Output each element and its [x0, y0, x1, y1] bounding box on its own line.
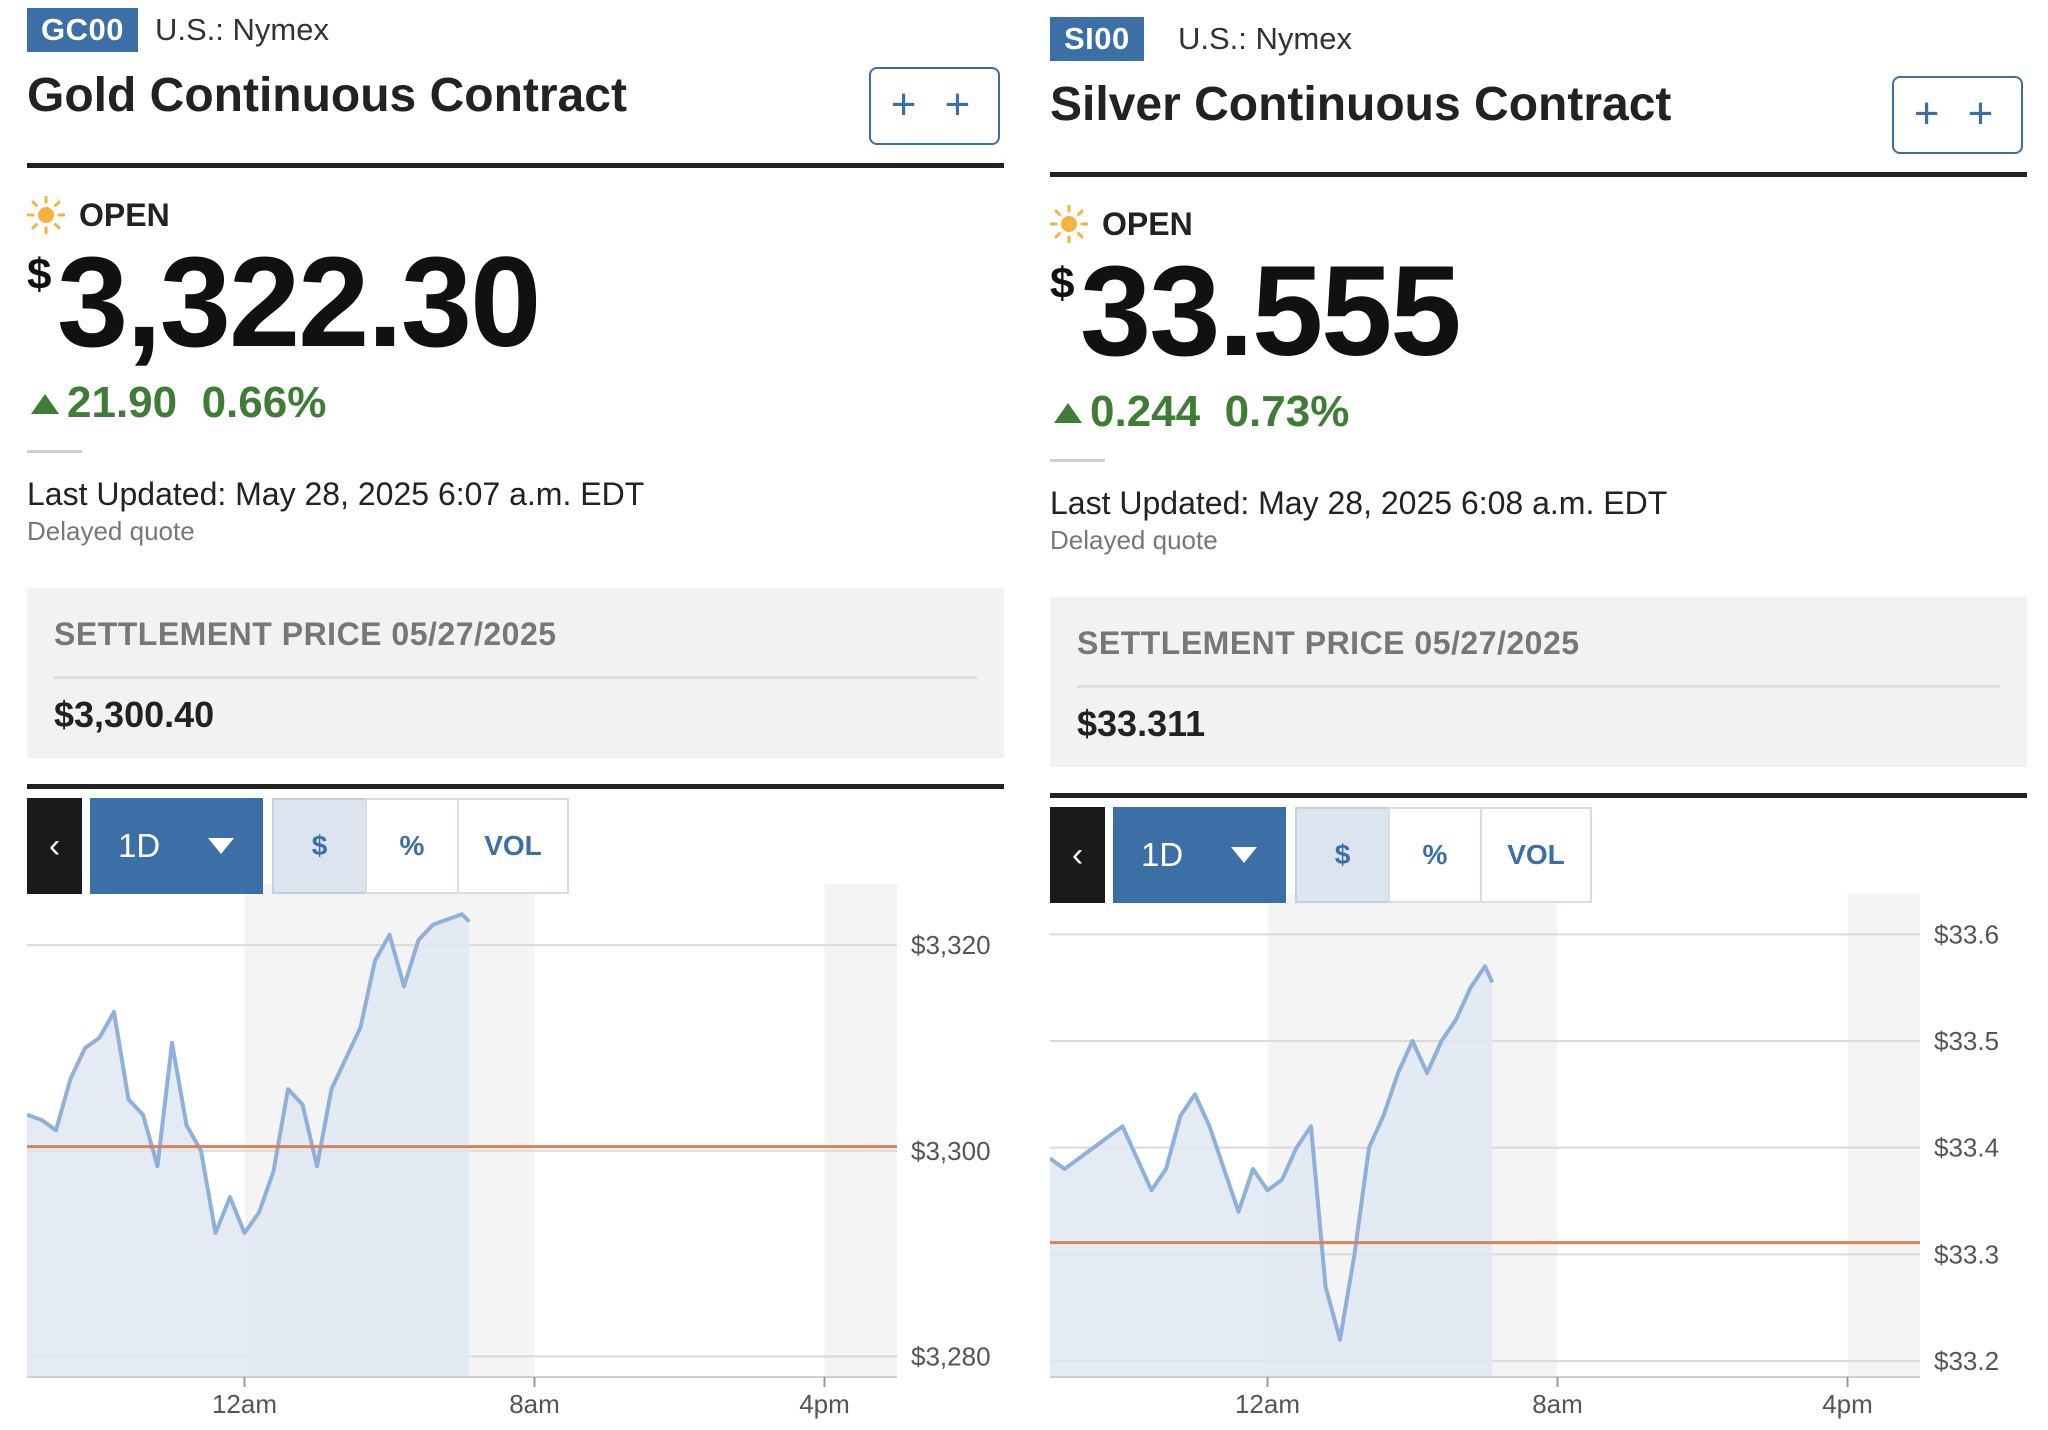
divider: [54, 676, 977, 679]
add-to-watchlist-button[interactable]: + +: [869, 67, 1000, 145]
y-tick-label: $3,320: [911, 930, 991, 960]
chevron-down-icon: [208, 838, 234, 854]
change-percent: 0.73%: [1224, 387, 1350, 436]
x-tick-label: 4pm: [1822, 1389, 1873, 1419]
y-tick-label: $33.5: [1934, 1026, 1999, 1056]
chart-divider: [27, 784, 1004, 789]
up-arrow-icon: [1054, 403, 1082, 423]
mode-volume-button[interactable]: VOL: [457, 798, 569, 894]
range-label: 1D: [1141, 836, 1184, 873]
sun-icon: [1050, 205, 1088, 243]
y-tick-label: $33.6: [1934, 919, 1999, 949]
divider: [1050, 459, 1105, 462]
range-label: 1D: [118, 827, 161, 864]
up-arrow-icon: [31, 394, 59, 414]
divider: [1077, 685, 2000, 688]
price-change: 0.244 0.73%: [1090, 387, 1349, 437]
header-divider: [1050, 172, 2027, 177]
intraday-chart[interactable]: $3,320 $3,300 $3,280 12am 8am 4pm: [27, 784, 1004, 1421]
contract-title: Gold Continuous Contract: [27, 69, 627, 122]
settlement-label: SETTLEMENT PRICE 05/27/2025: [54, 616, 557, 652]
x-tick-label: 8am: [1532, 1389, 1583, 1419]
price-line: [1050, 964, 1495, 1342]
settlement-box: SETTLEMENT PRICE 05/27/2025 $3,300.40: [27, 588, 1004, 758]
y-tick-label: $33.4: [1934, 1133, 1999, 1163]
last-price: 3,322.30: [57, 231, 541, 374]
delayed-quote-note: Delayed quote: [27, 516, 195, 546]
currency-symbol: $: [1050, 259, 1075, 308]
market-status: OPEN: [1102, 206, 1193, 242]
price-line: [27, 912, 471, 1235]
y-tick-label: $3,280: [911, 1341, 991, 1371]
session-band: [824, 884, 897, 1377]
last-updated: Last Updated: May 28, 2025 6:07 a.m. EDT: [27, 476, 645, 512]
ticker-badge[interactable]: GC00: [27, 8, 138, 52]
add-to-watchlist-button[interactable]: + +: [1892, 76, 2023, 154]
settlement-value: $33.311: [1077, 703, 1206, 744]
chart-back-button[interactable]: ‹: [1050, 807, 1105, 903]
change-points: 21.90: [67, 378, 178, 427]
divider: [27, 450, 82, 453]
change-percent: 0.66%: [201, 378, 327, 427]
settlement-box: SETTLEMENT PRICE 05/27/2025 $33.311: [1050, 597, 2027, 767]
x-tick-label: 8am: [509, 1389, 560, 1419]
last-price: 33.555: [1080, 240, 1461, 383]
mode-volume-button[interactable]: VOL: [1480, 807, 1592, 903]
x-tick-label: 4pm: [799, 1389, 850, 1419]
last-updated: Last Updated: May 28, 2025 6:08 a.m. EDT: [1050, 485, 1668, 521]
chevron-down-icon: [1231, 847, 1257, 863]
silver-quote-panel: SI00 U.S.: Nymex Silver Continuous Contr…: [1050, 9, 2027, 1430]
settlement-label: SETTLEMENT PRICE 05/27/2025: [1077, 625, 1580, 661]
range-dropdown[interactable]: 1D: [90, 798, 263, 894]
exchange-label: U.S.: Nymex: [1178, 21, 1352, 56]
price-area: [27, 914, 470, 1377]
header-divider: [27, 163, 1004, 168]
change-points: 0.244: [1090, 387, 1201, 436]
price-area: [1050, 966, 1493, 1377]
mode-percent-button[interactable]: %: [365, 798, 459, 894]
session-band: [1847, 893, 1920, 1377]
y-tick-label: $33.2: [1934, 1346, 1999, 1376]
gold-quote-panel: GC00 U.S.: Nymex Gold Continuous Contrac…: [27, 0, 1004, 1421]
chart-back-button[interactable]: ‹: [27, 798, 82, 894]
mode-dollar-button[interactable]: $: [1295, 807, 1390, 903]
y-tick-label: $3,300: [911, 1136, 991, 1166]
chart-divider: [1050, 793, 2027, 798]
price-change: 21.90 0.66%: [67, 378, 326, 428]
ticker-badge[interactable]: SI00: [1050, 17, 1144, 61]
sun-icon: [27, 196, 65, 234]
y-tick-label: $33.3: [1934, 1239, 1999, 1269]
market-status: OPEN: [79, 197, 170, 233]
intraday-chart[interactable]: $33.6 $33.5 $33.4 $33.3 $33.2 12am 8am 4pm: [1050, 793, 2027, 1421]
settlement-value: $3,300.40: [54, 694, 215, 735]
range-dropdown[interactable]: 1D: [1113, 807, 1286, 903]
mode-dollar-button[interactable]: $: [272, 798, 367, 894]
delayed-quote-note: Delayed quote: [1050, 525, 1218, 555]
exchange-label: U.S.: Nymex: [155, 12, 329, 47]
mode-percent-button[interactable]: %: [1388, 807, 1482, 903]
contract-title: Silver Continuous Contract: [1050, 78, 1672, 131]
x-tick-label: 12am: [212, 1389, 277, 1419]
currency-symbol: $: [27, 250, 52, 299]
x-tick-label: 12am: [1235, 1389, 1300, 1419]
